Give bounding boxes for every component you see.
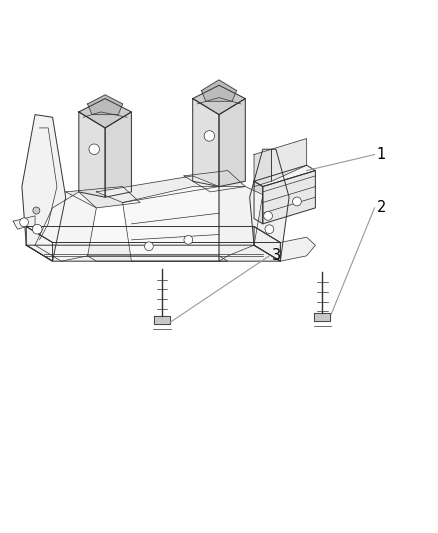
Circle shape (33, 207, 40, 214)
Polygon shape (105, 112, 131, 197)
Circle shape (89, 144, 99, 155)
Polygon shape (219, 187, 263, 261)
Polygon shape (280, 237, 315, 261)
Polygon shape (79, 112, 105, 197)
Circle shape (20, 218, 28, 227)
Polygon shape (263, 171, 315, 224)
Polygon shape (26, 245, 280, 261)
Polygon shape (254, 227, 280, 261)
Circle shape (204, 131, 215, 141)
Circle shape (184, 236, 193, 244)
Text: 2: 2 (377, 200, 386, 215)
Polygon shape (123, 187, 219, 261)
Polygon shape (193, 99, 219, 187)
Circle shape (32, 224, 42, 234)
Polygon shape (201, 80, 237, 101)
Polygon shape (219, 99, 245, 187)
Polygon shape (88, 95, 123, 115)
Polygon shape (79, 99, 131, 128)
Polygon shape (88, 256, 228, 261)
Polygon shape (314, 313, 330, 321)
Circle shape (293, 197, 301, 206)
Polygon shape (26, 227, 280, 243)
Text: 3: 3 (272, 248, 281, 263)
Polygon shape (22, 115, 66, 261)
Polygon shape (250, 149, 289, 261)
Polygon shape (184, 171, 245, 192)
Polygon shape (254, 181, 263, 224)
Polygon shape (193, 85, 245, 115)
Polygon shape (254, 165, 315, 187)
Circle shape (145, 242, 153, 251)
Polygon shape (254, 149, 272, 187)
Polygon shape (26, 227, 53, 261)
Polygon shape (66, 187, 140, 208)
Text: 1: 1 (377, 147, 386, 162)
Polygon shape (96, 176, 219, 203)
Polygon shape (272, 139, 307, 181)
Circle shape (265, 225, 274, 233)
Polygon shape (154, 316, 170, 324)
Circle shape (264, 212, 272, 220)
Polygon shape (13, 216, 35, 229)
Polygon shape (35, 192, 96, 261)
